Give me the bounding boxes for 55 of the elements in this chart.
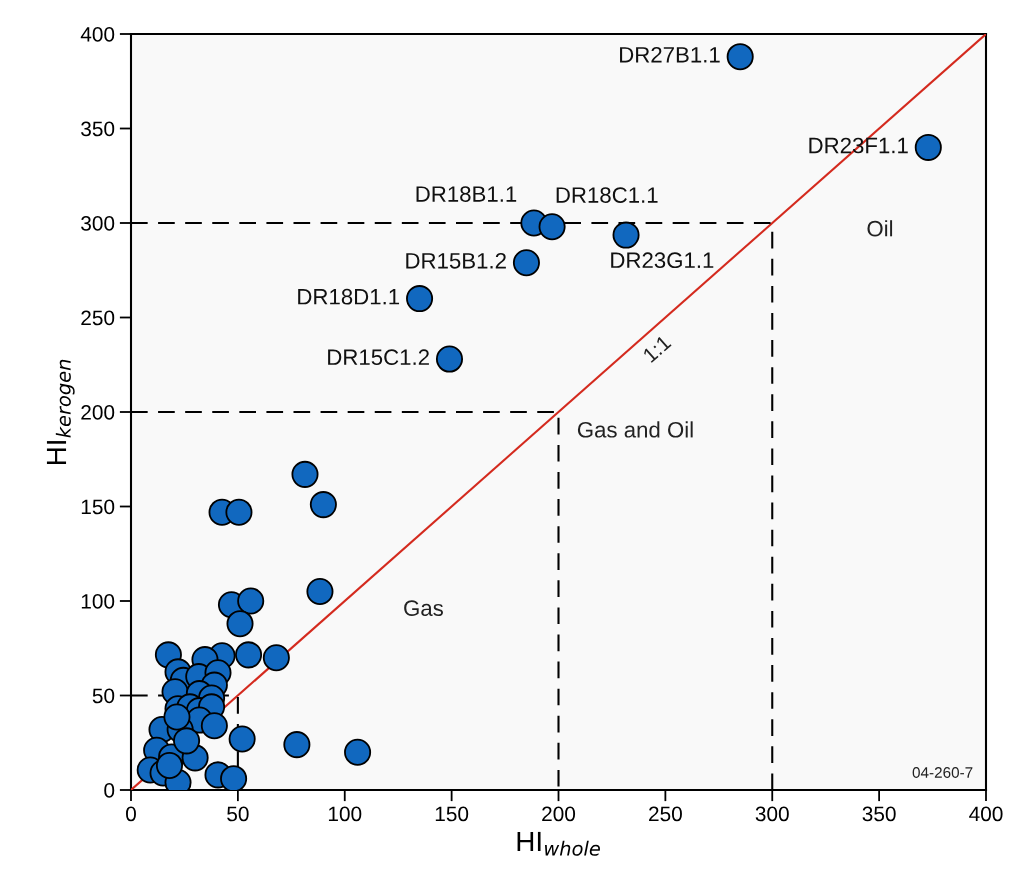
point (237, 587, 265, 615)
x-tick-label: 100 (328, 806, 362, 822)
annotation: 04-260-7 (912, 767, 973, 778)
point (283, 731, 311, 759)
point (306, 578, 334, 606)
annotation: DR18D1.1 (298, 288, 400, 305)
point (344, 738, 372, 766)
y-tick-label: 250 (81, 310, 115, 326)
point (163, 703, 191, 731)
point (435, 345, 464, 373)
point (173, 727, 201, 755)
y-tick-label: 200 (81, 405, 115, 420)
annotation: DR18B1.1 (416, 186, 517, 202)
text: 1:1 (642, 334, 672, 363)
point (220, 765, 248, 790)
annotation: DR18C1.1 (556, 187, 658, 203)
y-tick-label: 400 (80, 27, 115, 42)
point (726, 43, 754, 71)
point (612, 221, 640, 249)
x-tick-label: 300 (755, 806, 789, 822)
x-tick-label: 50 (227, 806, 249, 822)
y-tick-label: 100 (81, 594, 115, 609)
y-tick-label: 300 (81, 216, 115, 231)
x-axis-title: HI$_{whole}$ (517, 831, 600, 856)
y-tick-label: 50 (92, 688, 115, 704)
x-tick-label: 150 (435, 806, 469, 822)
point (262, 644, 290, 672)
point (155, 751, 183, 779)
x-tick-label: 0 (126, 806, 136, 822)
point (914, 133, 942, 161)
point (228, 725, 256, 753)
annotation: Oil (867, 220, 893, 237)
point (291, 460, 319, 488)
point (406, 285, 434, 313)
annotation: Gas (404, 600, 443, 617)
y-tick-label: 150 (81, 499, 115, 515)
y-axis-title: HI$_{kerogen}$ (46, 359, 75, 465)
annotation: DR27B1.1 (620, 46, 720, 63)
x-tick-label: 350 (862, 806, 896, 822)
point (200, 712, 228, 740)
x-tick-label: 250 (649, 806, 682, 822)
x-tick-label: 400 (969, 806, 1003, 822)
annotation: Gas and Oil (577, 421, 693, 438)
point (226, 610, 254, 638)
point (225, 498, 253, 526)
annotation: DR15C1.2 (328, 349, 429, 366)
annotation: DR23G1.1 (611, 252, 714, 269)
y-tick-label: 350 (81, 121, 115, 137)
x-tick-label: 200 (542, 806, 576, 822)
annotation: DR15B1.2 (406, 252, 506, 269)
point (538, 213, 566, 241)
point (309, 491, 337, 519)
y-tick-label: 0 (104, 783, 115, 798)
point (512, 249, 540, 277)
point (235, 641, 263, 669)
